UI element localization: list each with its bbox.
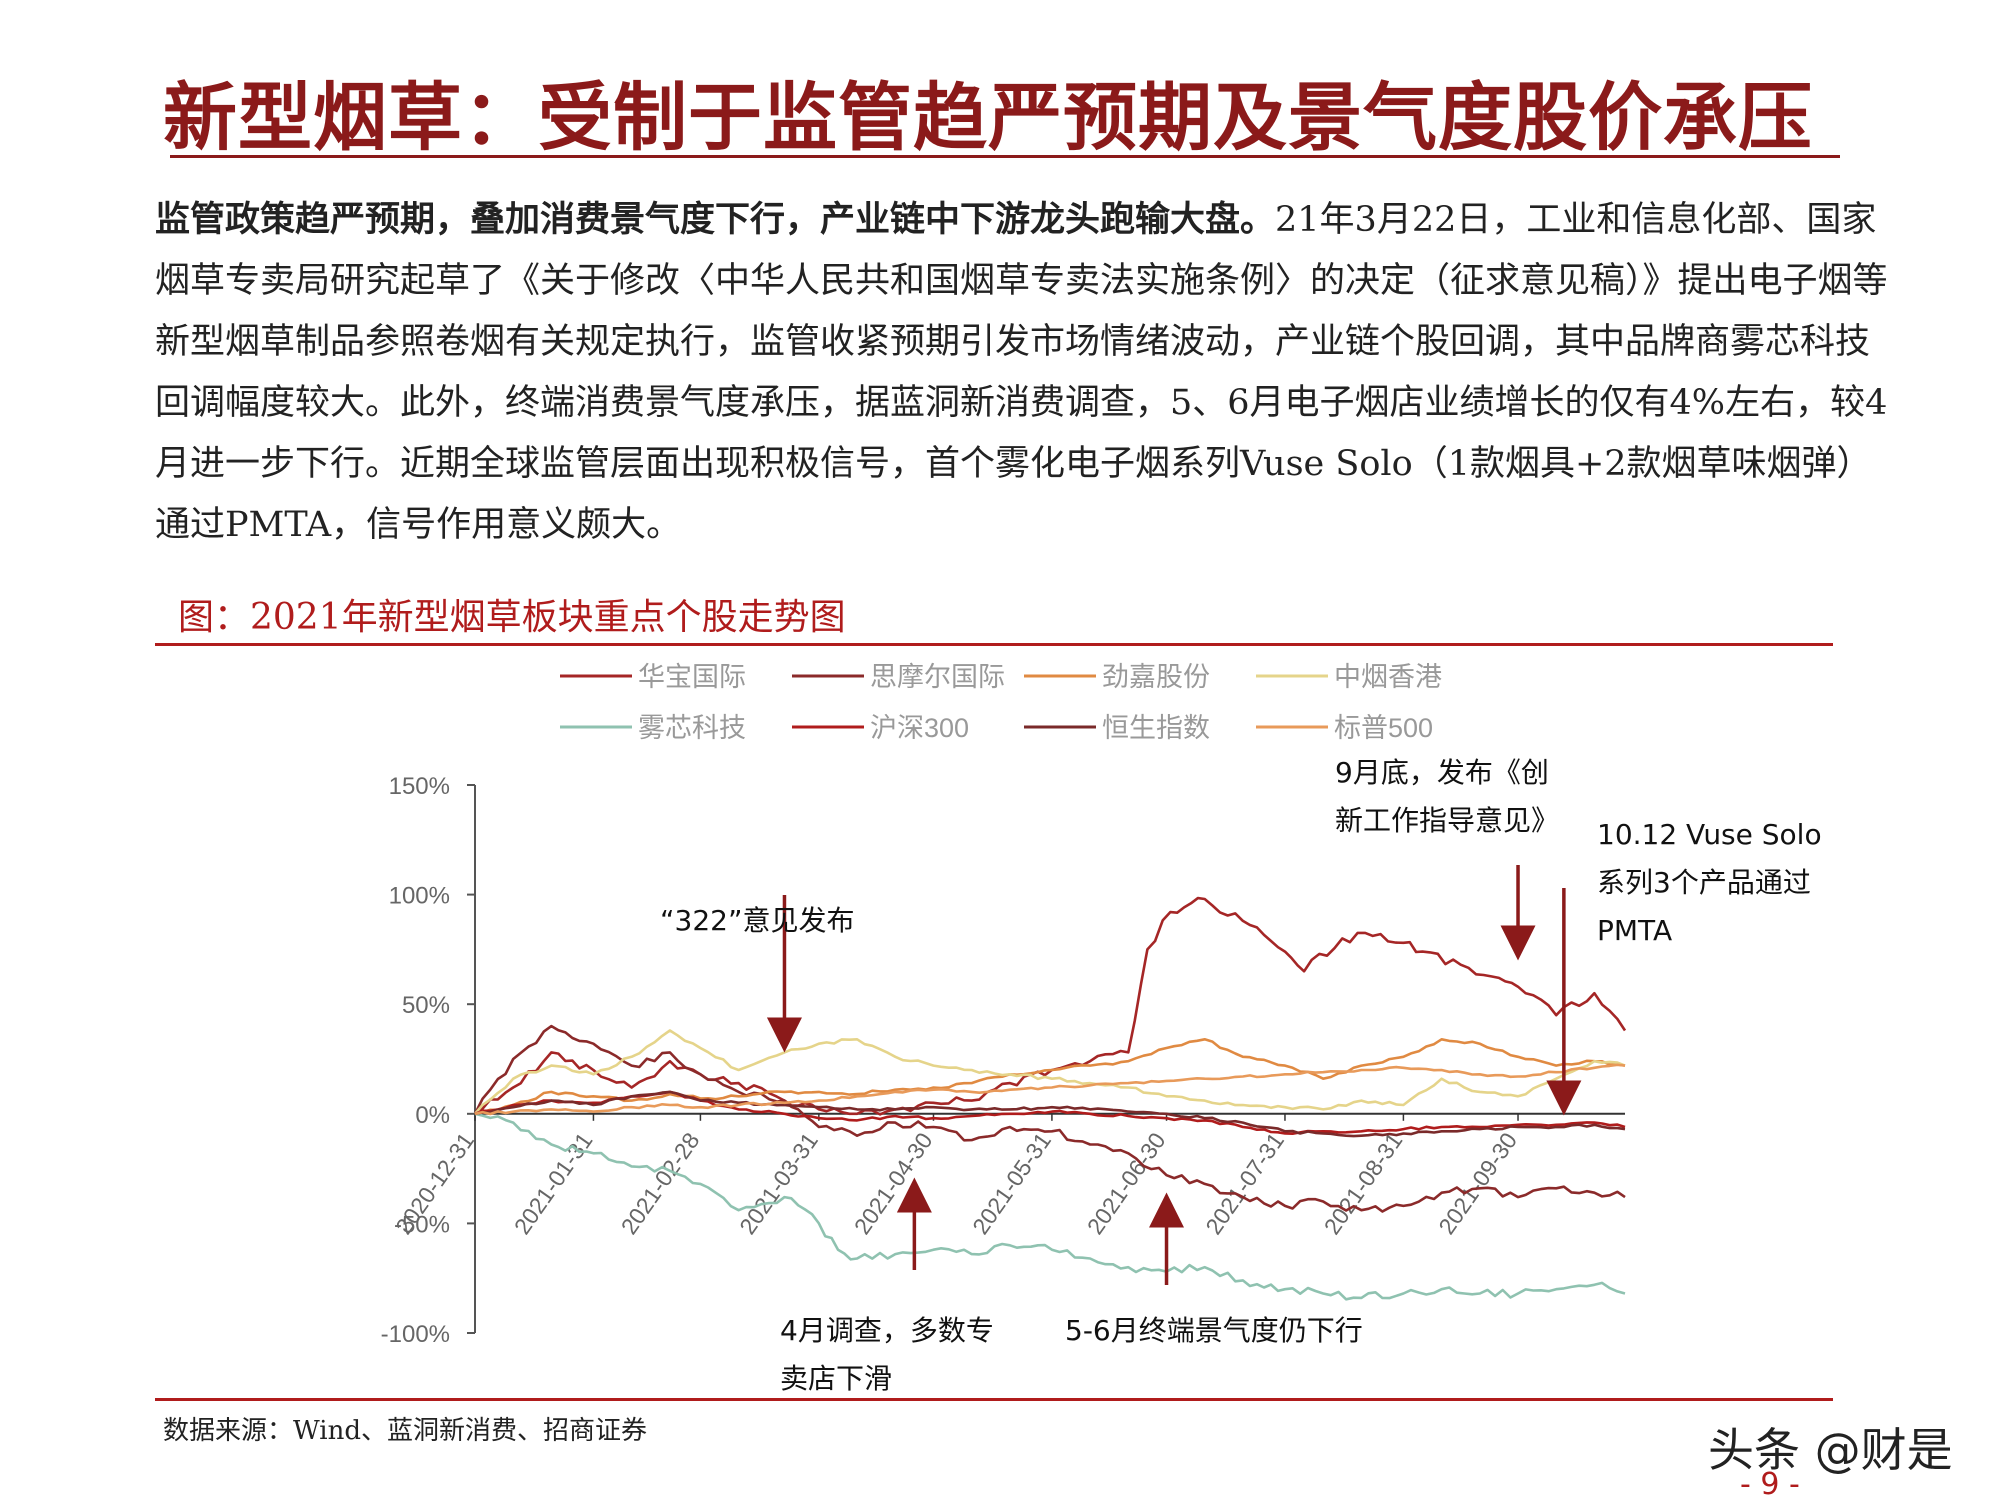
y-tick-label: 150% (389, 773, 450, 800)
series-line-中烟香港 (474, 1029, 1626, 1115)
paragraph-lead: 监管政策趋严预期，叠加消费景气度下行，产业链中下游龙头跑输大盘。 (155, 200, 1276, 240)
annotation-text: 卖店下滑 (780, 1362, 892, 1395)
caption-divider-bottom (155, 1398, 1833, 1401)
legend-label-思摩尔国际: 思摩尔国际 (870, 662, 1005, 692)
series-line-恒生指数 (474, 1090, 1626, 1138)
legend-label-中烟香港: 中烟香港 (1334, 662, 1442, 692)
y-tick-label: 50% (402, 992, 450, 1019)
legend-label-雾芯科技: 雾芯科技 (638, 713, 746, 743)
annotation-text: 系列3个产品通过 (1597, 866, 1811, 899)
x-tick-label: 2021-03-31 (734, 1128, 823, 1239)
x-tick-label: 2021-08-31 (1319, 1128, 1408, 1239)
annotation-text: 9月底，发布《创 (1335, 756, 1549, 789)
legend-label-恒生指数: 恒生指数 (1102, 713, 1210, 743)
annotation-text: 10.12 Vuse Solo (1597, 818, 1822, 851)
annotation-text: 5-6月终端景气度仍下行 (1065, 1314, 1363, 1347)
series-line-雾芯科技 (474, 1112, 1626, 1301)
body-paragraph: 监管政策趋严预期，叠加消费景气度下行，产业链中下游龙头跑输大盘。21年3月22日… (155, 190, 1895, 556)
annotation-text: PMTA (1597, 914, 1672, 947)
x-tick-label: 2021-09-30 (1433, 1128, 1522, 1239)
caption-divider-top (155, 643, 1833, 646)
title-divider (170, 155, 1840, 158)
series-line-劲嘉股份 (474, 1038, 1626, 1116)
y-tick-label: 100% (389, 883, 450, 910)
y-tick-label: -100% (381, 1321, 450, 1348)
y-tick-label: -50% (394, 1211, 450, 1238)
x-tick-label: 2021-02-28 (616, 1128, 705, 1239)
x-tick-label: 2021-07-31 (1200, 1128, 1289, 1239)
page-number: - 9 - (1740, 1467, 1800, 1502)
x-tick-label: 2021-05-31 (967, 1128, 1056, 1239)
page-title: 新型烟草：受制于监管趋严预期及景气度股价承压 (163, 75, 1813, 161)
annotation-text: 新工作指导意见》 (1335, 804, 1559, 837)
legend-label-劲嘉股份: 劲嘉股份 (1102, 662, 1210, 692)
legend-label-标普500: 标普500 (1334, 713, 1433, 743)
series-line-思摩尔国际 (473, 1024, 1626, 1213)
watermark: 头条 @财是 (1708, 1423, 1953, 1477)
annotation-text: “322”意见发布 (660, 904, 854, 937)
legend-label-华宝国际: 华宝国际 (638, 662, 746, 692)
data-source: 数据来源：Wind、蓝洞新消费、招商证券 (163, 1416, 647, 1446)
annotation-text: 4月调查，多数专 (780, 1314, 994, 1347)
paragraph-text: 21年3月22日，工业和信息化部、国家烟草专卖局研究起草了《关于修改〈中华人民共… (155, 200, 1888, 545)
y-tick-label: 0% (415, 1102, 450, 1129)
legend-label-沪深300: 沪深300 (870, 713, 969, 743)
figure-caption: 图：2021年新型烟草板块重点个股走势图 (178, 597, 846, 638)
series-line-标普500 (474, 1063, 1626, 1116)
x-tick-label: 2021-04-30 (849, 1128, 938, 1239)
